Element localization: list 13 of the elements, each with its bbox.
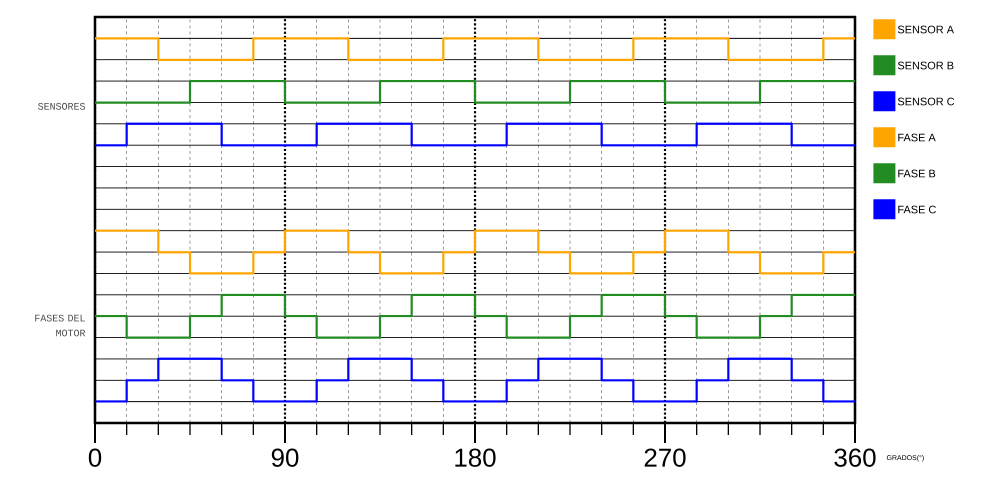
text: FASES DEL MOTOR (35, 314, 86, 336)
x-tick-label: 90 (272, 448, 298, 467)
legend-label: SENSOR A (898, 26, 954, 34)
x-tick-label: 270 (644, 448, 686, 467)
x-tick-label: 0 (88, 448, 102, 467)
x-tick-label: 360 (834, 448, 876, 467)
x-tick-label: 180 (455, 448, 496, 467)
legend-label: SENSOR C (898, 98, 954, 106)
legend-label: SENSOR B (898, 62, 954, 70)
legend-label: FASE B (898, 170, 936, 178)
text: SENSORES (38, 102, 85, 110)
legend-label: FASE C (898, 206, 936, 214)
legend-label: FASE A (898, 134, 936, 142)
